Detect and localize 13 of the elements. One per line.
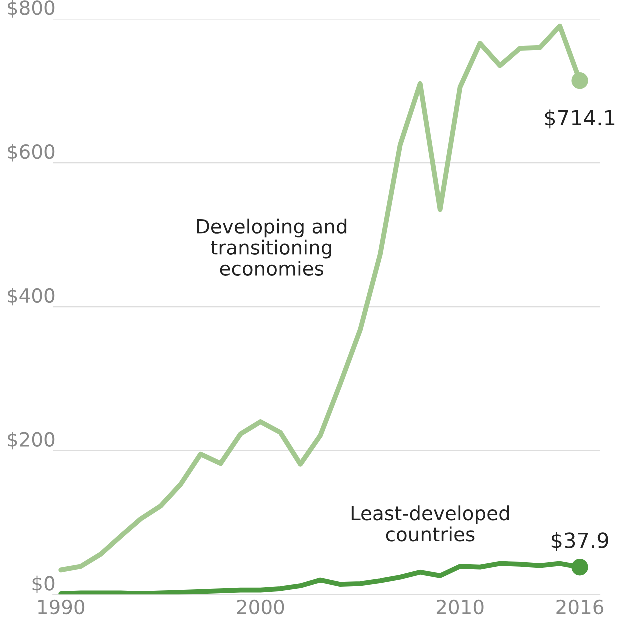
x-tick-label: 2010 xyxy=(436,600,484,615)
y-tick-label: $800 xyxy=(8,0,55,18)
y-tick-label: $200 xyxy=(8,432,55,450)
x-tick-label: 2016 xyxy=(556,600,604,615)
annotation: $714.1 xyxy=(545,110,615,129)
annotation: $37.9 xyxy=(552,532,608,552)
x-tick-label: 1990 xyxy=(38,600,85,615)
y-tick-label: $400 xyxy=(8,288,55,306)
series-label: Developing and transitioning economies xyxy=(197,218,347,276)
y-tick-label: $600 xyxy=(8,144,55,162)
series-label: Least-developed countries xyxy=(352,506,510,542)
y-tick-label: $0 xyxy=(32,576,55,594)
x-tick-label: 2000 xyxy=(237,600,284,615)
